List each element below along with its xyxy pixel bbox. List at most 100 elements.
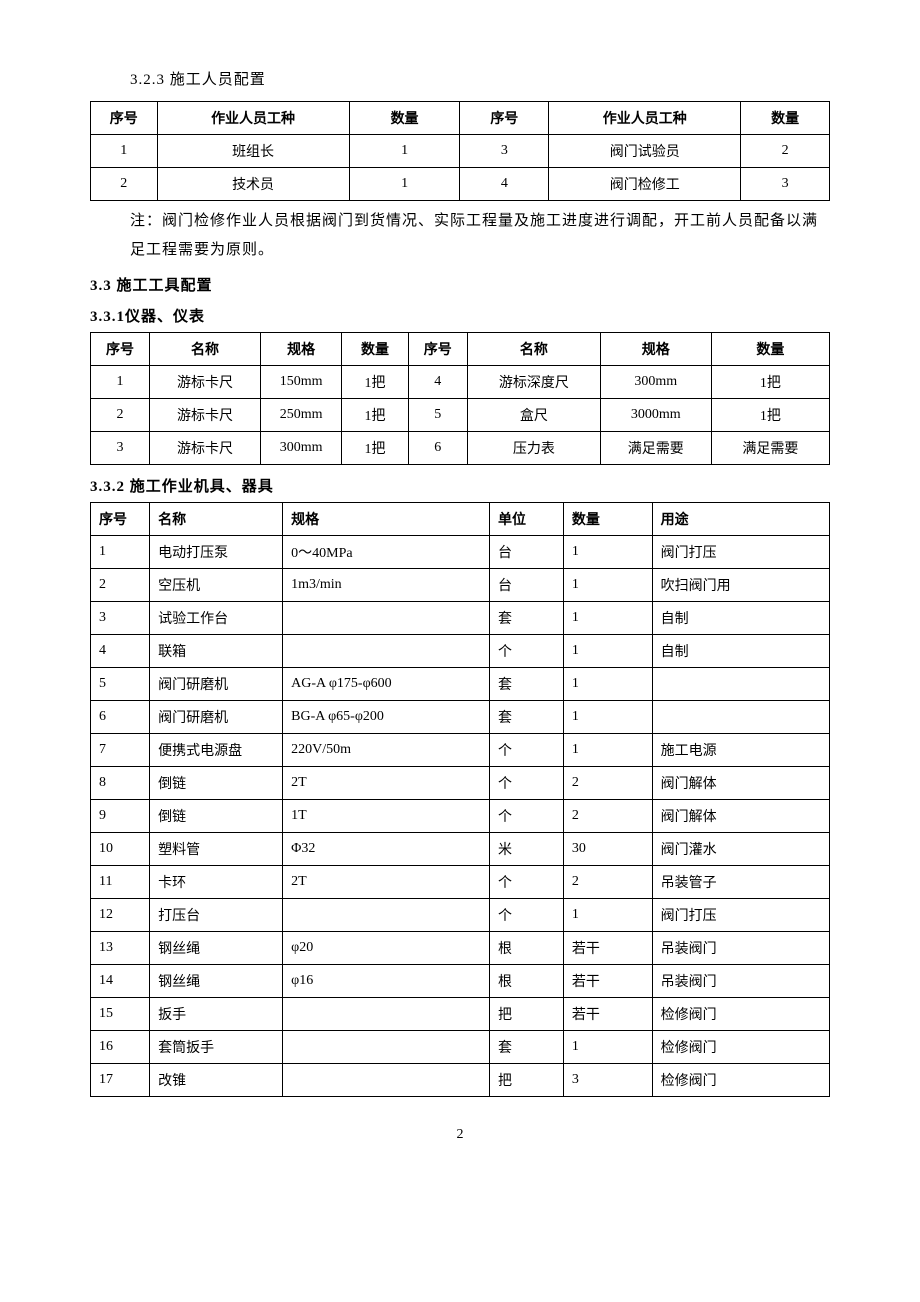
th: 名称	[150, 503, 283, 536]
table-cell: 14	[91, 965, 150, 998]
table-cell	[283, 602, 490, 635]
table-cell: 吊装阀门	[652, 965, 829, 998]
th: 序号	[91, 333, 150, 366]
table-cell	[283, 1031, 490, 1064]
table-cell: 钢丝绳	[150, 932, 283, 965]
table-cell: 0～40MPa	[283, 536, 490, 569]
table-row: 6阀门研磨机BG-A φ65-φ200套1	[91, 701, 830, 734]
table-cell: 改锥	[150, 1064, 283, 1097]
table-row: 9倒链1T个2阀门解体	[91, 800, 830, 833]
table-cell: 个	[490, 635, 564, 668]
th: 数量	[711, 333, 829, 366]
table-cell: 阀门灌水	[652, 833, 829, 866]
th: 规格	[283, 503, 490, 536]
note-personnel: 注：阀门检修作业人员根据阀门到货情况、实际工程量及施工进度进行调配，开工前人员配…	[130, 207, 830, 264]
table-cell	[283, 998, 490, 1031]
table-cell: 150mm	[260, 366, 341, 399]
th: 序号	[460, 102, 549, 135]
table-cell: 1	[349, 135, 460, 168]
table-row: 5阀门研磨机AG-A φ175-φ600套1	[91, 668, 830, 701]
table-personnel: 序号 作业人员工种 数量 序号 作业人员工种 数量 1班组长13阀门试验员22技…	[90, 101, 830, 201]
table-cell: 扳手	[150, 998, 283, 1031]
table-cell: 1	[91, 536, 150, 569]
table-cell: 打压台	[150, 899, 283, 932]
table-cell: 10	[91, 833, 150, 866]
table-cell: 个	[490, 800, 564, 833]
table-cell: 2	[563, 866, 652, 899]
table-cell: 游标卡尺	[150, 432, 261, 465]
table-cell: 300mm	[600, 366, 711, 399]
table-cell: 2T	[283, 767, 490, 800]
table-header-row: 序号 名称 规格 单位 数量 用途	[91, 503, 830, 536]
table-cell: 2	[91, 399, 150, 432]
table-row: 3游标卡尺300mm1把6压力表满足需要满足需要	[91, 432, 830, 465]
table-row: 1电动打压泵0～40MPa台1阀门打压	[91, 536, 830, 569]
table-cell: 吊装阀门	[652, 932, 829, 965]
table-cell: 3	[563, 1064, 652, 1097]
table-cell: 电动打压泵	[150, 536, 283, 569]
table-cell: 检修阀门	[652, 1064, 829, 1097]
th: 规格	[260, 333, 341, 366]
table-cell: 2	[91, 569, 150, 602]
table-cell: 1	[563, 1031, 652, 1064]
table-cell: 班组长	[157, 135, 349, 168]
table-cell: 1T	[283, 800, 490, 833]
table-cell: 钢丝绳	[150, 965, 283, 998]
table-row: 2空压机1m3/min台1吹扫阀门用	[91, 569, 830, 602]
table-cell: 7	[91, 734, 150, 767]
table-cell: 把	[490, 1064, 564, 1097]
th: 用途	[652, 503, 829, 536]
table-cell: 个	[490, 899, 564, 932]
th: 数量	[342, 333, 409, 366]
table-cell	[652, 701, 829, 734]
table-instruments: 序号 名称 规格 数量 序号 名称 规格 数量 1游标卡尺150mm1把4游标深…	[90, 332, 830, 465]
page-number: 2	[90, 1127, 830, 1143]
heading-3-2-3: 3.2.3 施工人员配置	[130, 68, 830, 89]
table-cell: 6	[408, 432, 467, 465]
table-cell: 4	[91, 635, 150, 668]
table-cell: 游标卡尺	[150, 399, 261, 432]
table-cell: 1把	[342, 399, 409, 432]
table-cell: 检修阀门	[652, 1031, 829, 1064]
table-cell	[283, 1064, 490, 1097]
table-cell: 根	[490, 965, 564, 998]
table-row: 8倒链2T个2阀门解体	[91, 767, 830, 800]
table-cell: 个	[490, 767, 564, 800]
table-cell: 1	[563, 536, 652, 569]
table-cell: 压力表	[467, 432, 600, 465]
table-cell: 2	[563, 767, 652, 800]
table-cell: 塑料管	[150, 833, 283, 866]
th: 序号	[91, 503, 150, 536]
table-cell	[283, 635, 490, 668]
table-cell: 阀门打压	[652, 899, 829, 932]
table-cell: 套	[490, 602, 564, 635]
table-cell: 1	[349, 168, 460, 201]
table-cell: 220V/50m	[283, 734, 490, 767]
table-row: 4联箱个1自制	[91, 635, 830, 668]
table-cell: 3	[91, 602, 150, 635]
table-cell: 把	[490, 998, 564, 1031]
table-cell: 便携式电源盘	[150, 734, 283, 767]
table-cell: 个	[490, 734, 564, 767]
th: 作业人员工种	[549, 102, 741, 135]
table-cell: 3	[741, 168, 830, 201]
table-cell: 阀门解体	[652, 767, 829, 800]
th: 作业人员工种	[157, 102, 349, 135]
table-tools: 序号 名称 规格 单位 数量 用途 1电动打压泵0～40MPa台1阀门打压2空压…	[90, 502, 830, 1097]
table-cell: 11	[91, 866, 150, 899]
table-cell: 1	[563, 602, 652, 635]
table-cell: 1把	[342, 366, 409, 399]
table-cell: 1	[563, 701, 652, 734]
th: 数量	[349, 102, 460, 135]
table-cell: 15	[91, 998, 150, 1031]
table-cell: 2	[91, 168, 158, 201]
table-row: 16套筒扳手套1检修阀门	[91, 1031, 830, 1064]
table-cell: 若干	[563, 932, 652, 965]
table-cell: 250mm	[260, 399, 341, 432]
table-cell: 套	[490, 668, 564, 701]
table-cell: 吊装管子	[652, 866, 829, 899]
table-row: 14钢丝绳φ16根若干吊装阀门	[91, 965, 830, 998]
table-cell: 联箱	[150, 635, 283, 668]
th: 名称	[150, 333, 261, 366]
table-cell: 2	[741, 135, 830, 168]
